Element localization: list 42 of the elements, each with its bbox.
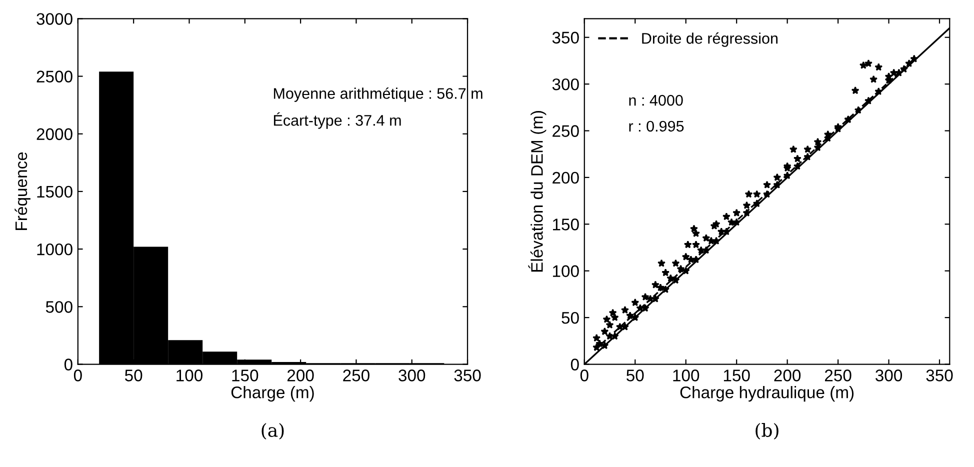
y-tick-label: 50 xyxy=(562,312,579,324)
x-axis-title: Charge hydraulique (m) xyxy=(680,386,854,402)
y-axis-title: Élévation du DEM (m) xyxy=(528,110,546,272)
y-tick-label: 2000 xyxy=(36,128,72,140)
x-tick-label: 300 xyxy=(876,370,902,382)
x-tick-label: 200 xyxy=(287,370,314,382)
y-tick-label: 1500 xyxy=(37,186,72,198)
x-tick-label: 150 xyxy=(232,370,258,382)
legend-label: Droite de régression xyxy=(642,32,778,47)
y-tick-label: 0 xyxy=(64,358,72,370)
x-tick-label: 350 xyxy=(926,370,953,382)
y-tick-label: 150 xyxy=(553,218,579,230)
y-tick-label: 2500 xyxy=(36,70,72,82)
y-tick-label: 0 xyxy=(570,358,579,370)
x-tick-label: 300 xyxy=(398,370,426,382)
x-axis-title: Charge (m) xyxy=(231,386,314,402)
x-tick-label: 0 xyxy=(580,370,588,382)
x-tick-label: 200 xyxy=(774,370,801,382)
y-tick-label: 250 xyxy=(552,125,579,137)
y-axis-title: Fréquence xyxy=(14,152,30,230)
x-tick-label: 150 xyxy=(724,370,750,382)
y-tick-label: 3000 xyxy=(36,13,72,25)
annotation: Moyenne arithmétique : 56.7 m xyxy=(274,87,482,102)
x-tick-label: 350 xyxy=(454,370,481,382)
y-tick-label: 300 xyxy=(552,78,579,90)
annotation: r : 0.995 xyxy=(629,120,684,132)
text: (b) xyxy=(756,423,778,440)
x-tick-label: 50 xyxy=(626,370,644,382)
x-tick-label: 100 xyxy=(673,370,700,382)
x-tick-label: 50 xyxy=(124,370,142,382)
x-tick-label: 0 xyxy=(74,370,82,382)
annotation: Écart-type : 37.4 m xyxy=(274,112,401,129)
y-tick-label: 200 xyxy=(552,172,579,184)
x-tick-label: 250 xyxy=(824,370,852,382)
y-tick-label: 350 xyxy=(552,32,579,44)
annotation: n : 4000 xyxy=(629,94,683,106)
x-tick-label: 100 xyxy=(176,370,202,382)
y-tick-label: 500 xyxy=(46,301,72,313)
x-tick-label: 250 xyxy=(343,370,370,382)
y-tick-label: 1000 xyxy=(37,243,72,256)
y-tick-label: 100 xyxy=(553,265,579,278)
text: (a) xyxy=(262,423,284,440)
